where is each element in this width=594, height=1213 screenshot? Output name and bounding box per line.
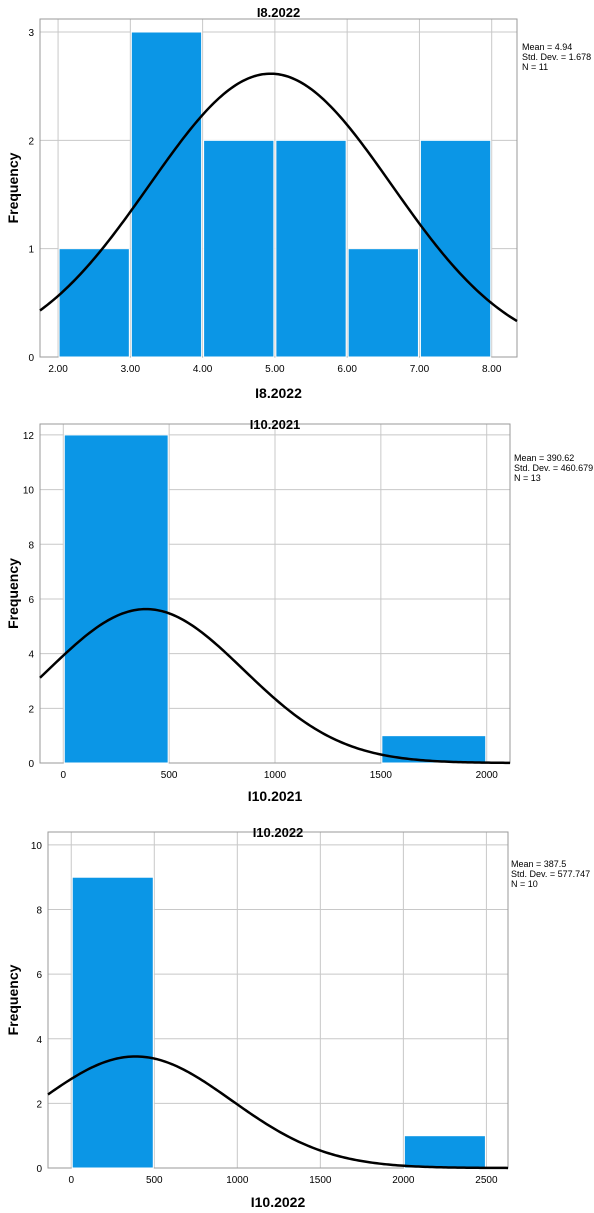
histogram-bar: [58, 248, 130, 358]
stats-line: Std. Dev. = 577.747: [511, 869, 590, 879]
y-tick-label: 0: [28, 759, 34, 770]
y-tick-label: 4: [36, 1035, 42, 1046]
histogram-panel: 0 500 1000 1500 2000 0 2 4 6 8 10 12 I10.2021 I10.202…: [5, 417, 593, 804]
x-tick-label: 5.00: [265, 364, 285, 375]
plot-frame: [39, 423, 511, 764]
x-tick-label: 2000: [392, 1175, 415, 1186]
x-tick-label: 4.00: [193, 364, 213, 375]
histogram-bar: [347, 248, 419, 358]
histogram-bar: [419, 139, 492, 358]
normal-curve: [47, 1055, 509, 1170]
histogram-bar: [381, 735, 487, 764]
y-axis-label: Frequency: [5, 558, 21, 629]
y-tick-label: 10: [31, 841, 43, 852]
y-tick-label: 0: [28, 353, 34, 364]
y-axis-label: Frequency: [5, 152, 21, 223]
x-tick-label: 2000: [476, 770, 499, 781]
x-axis-label: I10.2022: [251, 1194, 306, 1210]
y-tick-label: 4: [28, 650, 34, 661]
x-tick-label: 3.00: [121, 364, 141, 375]
x-tick-label: 1000: [226, 1175, 249, 1186]
stats-line: Std. Dev. = 460.679: [514, 463, 593, 473]
y-tick-label: 2: [36, 1099, 42, 1110]
histogram-bar: [63, 434, 169, 764]
x-tick-label: 0: [61, 770, 67, 781]
stats-line: Mean = 390.62: [514, 453, 574, 463]
y-tick-label: 2: [28, 136, 34, 147]
y-tick-label: 6: [36, 970, 42, 981]
histogram-bar: [71, 876, 154, 1169]
histogram-panel: 0 500 1000 1500 2000 2500 0 2 4 6 8 10 I10.2022 I10.2…: [5, 825, 590, 1210]
x-tick-label: 1000: [264, 770, 287, 781]
x-tick-label: 1500: [309, 1175, 332, 1186]
stats-line: Mean = 4.94: [522, 42, 572, 52]
x-tick-label: 1500: [370, 770, 393, 781]
normal-curve: [39, 72, 518, 323]
stats-line: Mean = 387.5: [511, 859, 566, 869]
y-axis-label: Frequency: [5, 964, 21, 1035]
stats-line: N = 13: [514, 473, 541, 483]
stats-line: N = 11: [522, 62, 548, 72]
chart-title: I10.2021: [250, 417, 301, 432]
x-tick-label: 0: [68, 1175, 74, 1186]
x-tick-label: 500: [161, 770, 178, 781]
y-tick-label: 2: [28, 704, 34, 715]
stats-line: Std. Dev. = 1.678: [522, 52, 591, 62]
x-tick-label: 500: [146, 1175, 163, 1186]
y-tick-label: 6: [28, 595, 34, 606]
normal-curve: [39, 607, 511, 765]
x-tick-label: 8.00: [482, 364, 502, 375]
y-tick-label: 12: [23, 431, 35, 442]
histogram-bar: [203, 139, 275, 358]
y-tick-label: 1: [28, 245, 34, 256]
y-tick-label: 3: [28, 28, 34, 39]
y-tick-label: 10: [23, 486, 35, 497]
x-tick-label: 6.00: [337, 364, 357, 375]
plot-frame: [47, 831, 509, 1169]
histogram-panel: 2.00 3.00 4.00 5.00 6.00 7.00 8.00 0 1 2 3 I8.2022 I…: [5, 5, 591, 401]
y-tick-label: 8: [36, 906, 42, 917]
x-axis-label: I10.2021: [248, 788, 303, 804]
histogram-bar: [275, 139, 347, 358]
x-tick-label: 7.00: [410, 364, 430, 375]
y-tick-label: 0: [36, 1164, 42, 1175]
x-tick-label: 2.00: [48, 364, 68, 375]
x-axis-label: I8.2022: [255, 385, 302, 401]
histogram-bar: [403, 1135, 486, 1169]
stats-line: N = 10: [511, 879, 538, 889]
x-tick-label: 2500: [475, 1175, 498, 1186]
chart-title: I10.2022: [253, 825, 304, 840]
chart-title: I8.2022: [257, 5, 300, 20]
y-tick-label: 8: [28, 540, 34, 551]
